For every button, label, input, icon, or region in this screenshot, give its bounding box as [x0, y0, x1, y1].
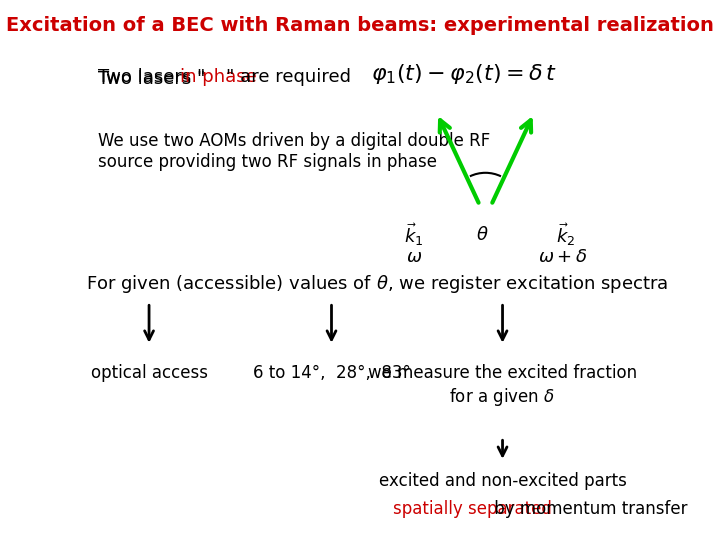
Text: $\vec{k}_2$: $\vec{k}_2$: [556, 221, 575, 248]
Text: " are required: " are required: [226, 68, 351, 85]
Text: optical access: optical access: [91, 364, 207, 382]
Text: $\vec{k}_1$: $\vec{k}_1$: [405, 221, 424, 248]
Text: in phase: in phase: [181, 68, 257, 85]
Text: $\omega$: $\omega$: [406, 247, 423, 266]
Text: Two lasers ": Two lasers ": [98, 70, 205, 88]
Text: For given (accessible) values of $\theta$, we register excitation spectra: For given (accessible) values of $\theta…: [86, 273, 669, 295]
Text: $\theta$: $\theta$: [476, 226, 489, 244]
Text: Two lasers "in phase" are required: Two lasers "in phase" are required: [98, 70, 407, 88]
Text: Excitation of a BEC with Raman beams: experimental realization: Excitation of a BEC with Raman beams: ex…: [6, 16, 714, 35]
Text: 6 to 14°,  28°,  83°: 6 to 14°, 28°, 83°: [253, 364, 410, 382]
Text: $\varphi_1(t) - \varphi_2(t) = \delta\, t$: $\varphi_1(t) - \varphi_2(t) = \delta\, …: [372, 62, 557, 86]
Text: we measure the excited fraction
for a given $\delta$: we measure the excited fraction for a gi…: [368, 364, 637, 408]
Text: Two lasers ": Two lasers ": [98, 68, 205, 85]
Text: We use two AOMs driven by a digital double RF
source providing two RF signals in: We use two AOMs driven by a digital doub…: [98, 132, 490, 171]
Text: by momentum transfer: by momentum transfer: [489, 500, 688, 517]
Text: excited and non-excited parts: excited and non-excited parts: [379, 472, 626, 490]
Text: spatially separated: spatially separated: [393, 500, 552, 517]
Text: $\omega + \delta$: $\omega + \delta$: [538, 247, 587, 266]
